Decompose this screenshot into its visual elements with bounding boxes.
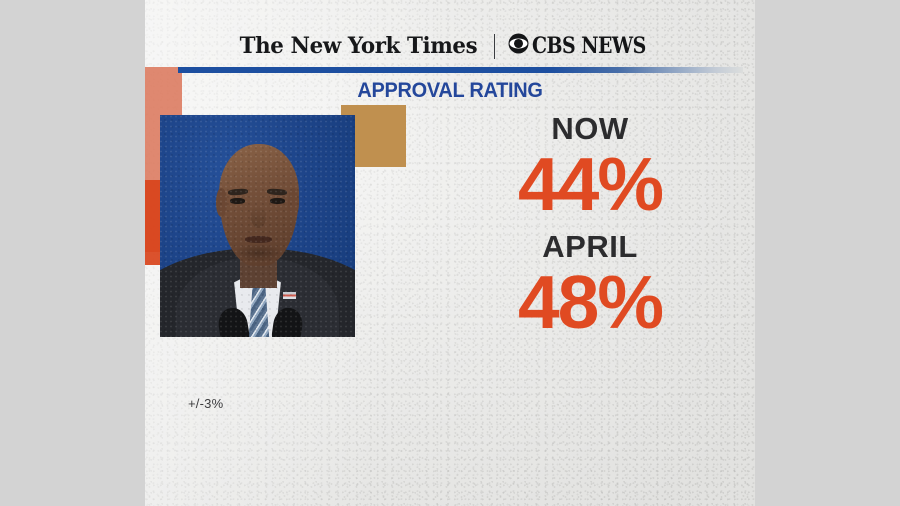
pillarbox-left bbox=[0, 0, 145, 506]
photo-eye-right bbox=[270, 198, 285, 204]
photo-grain bbox=[160, 115, 355, 337]
outlet-logos: The New York Times CBS NEWS bbox=[145, 0, 755, 64]
header: The New York Times CBS NEWS APPROVAL RAT… bbox=[145, 0, 755, 102]
header-rule bbox=[178, 67, 743, 73]
pillarbox-right bbox=[755, 0, 900, 506]
photo-eye-left bbox=[230, 198, 245, 204]
photo-ear-left bbox=[215, 188, 228, 218]
cbs-eye-icon bbox=[508, 33, 529, 59]
nyt-logo: The New York Times bbox=[239, 33, 477, 59]
photo-ear-right bbox=[287, 188, 300, 218]
cbs-news-logo: CBS NEWS bbox=[508, 33, 664, 59]
stat-now-label: NOW bbox=[551, 111, 629, 146]
flag-lapel-pin-icon bbox=[282, 291, 297, 300]
graphic-panel: The New York Times CBS NEWS APPROVAL RAT… bbox=[145, 0, 755, 506]
photo-mouth bbox=[244, 235, 273, 243]
page-title: APPROVAL RATING bbox=[357, 79, 543, 102]
photo-necktie bbox=[248, 277, 270, 337]
portrait-photo bbox=[160, 115, 355, 337]
stat-now-value: 44% bbox=[517, 142, 664, 226]
stat-april-value: 48% bbox=[517, 260, 664, 344]
logo-divider bbox=[493, 33, 496, 59]
cbs-news-label: CBS NEWS bbox=[532, 33, 646, 59]
stat-now: NOW 44% bbox=[425, 111, 755, 226]
stat-april: APRIL 48% bbox=[425, 229, 755, 344]
photo-nose bbox=[250, 206, 267, 229]
margin-of-error: +/-3% bbox=[188, 396, 224, 411]
photo-chin-shadow bbox=[234, 243, 283, 262]
stat-april-label: APRIL bbox=[542, 229, 638, 264]
